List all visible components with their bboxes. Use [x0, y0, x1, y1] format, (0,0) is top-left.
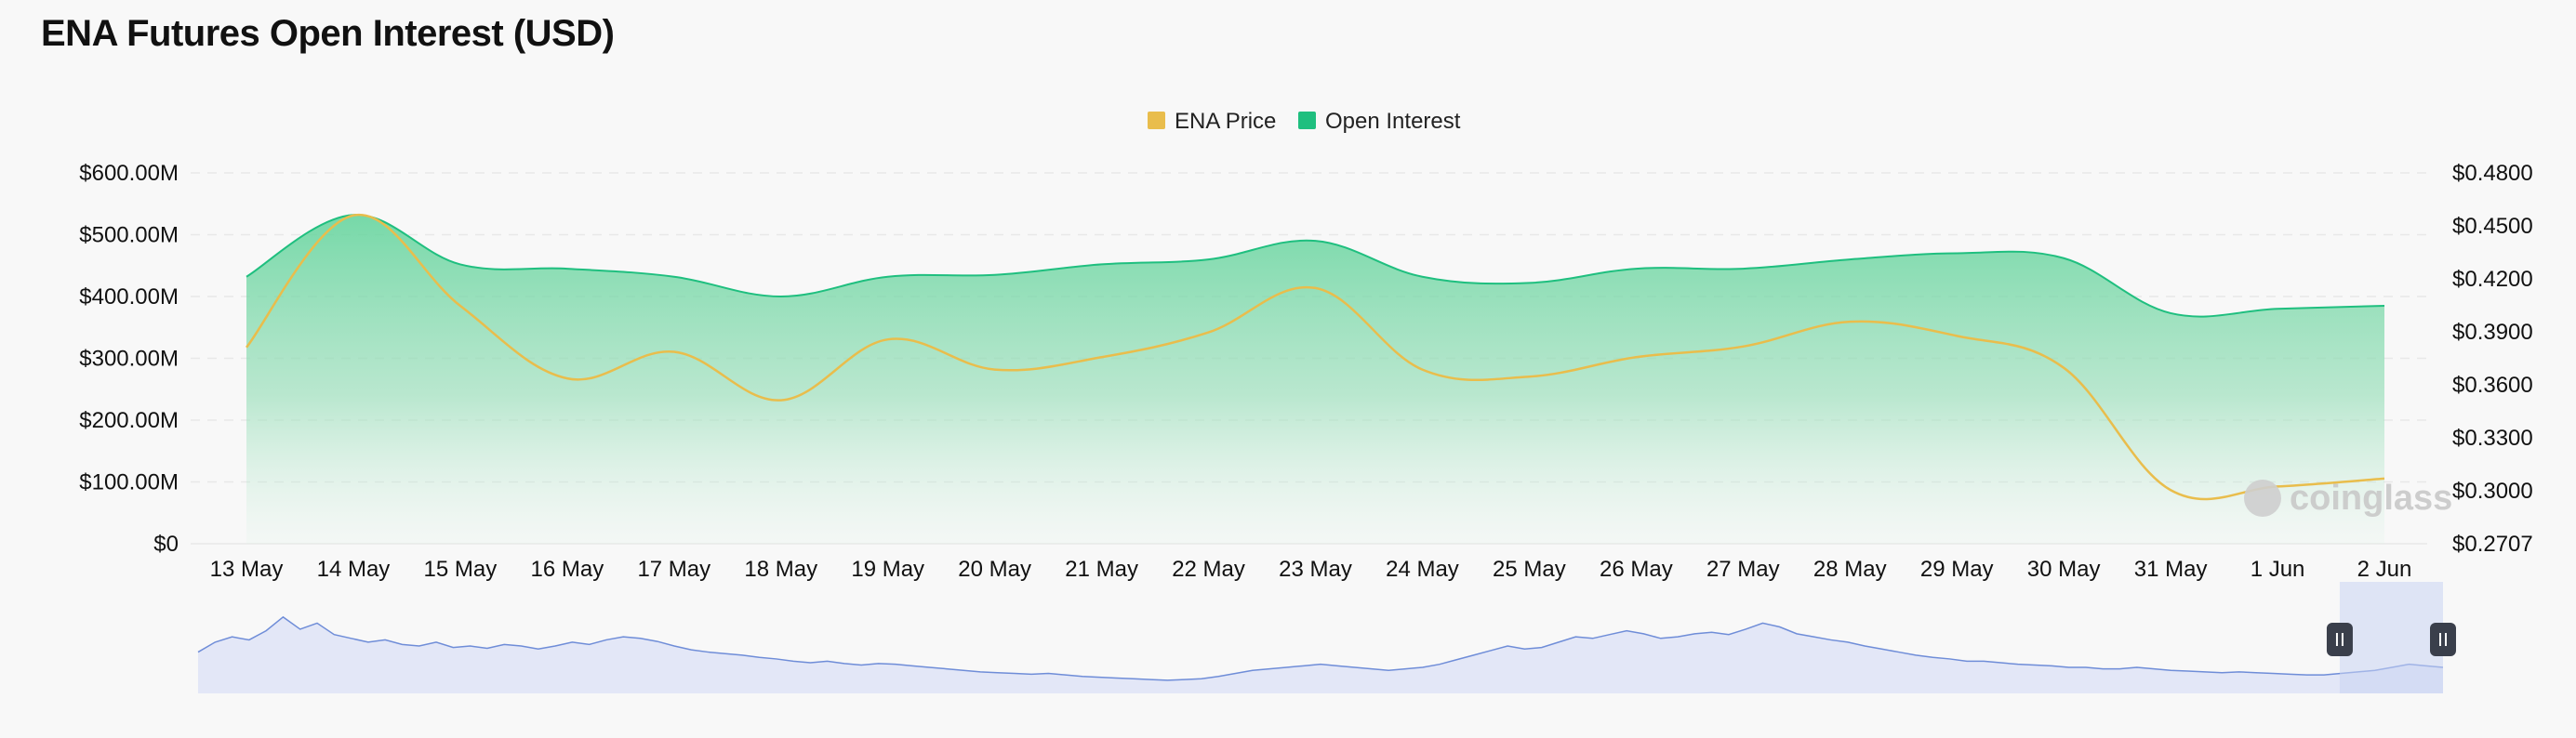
- navigator-handle-right[interactable]: [2430, 623, 2456, 656]
- legend-label-price: ENA Price: [1175, 109, 1276, 134]
- y-axis-left: $0 $100.00M $200.00M $300.00M $400.00M $500.0…: [79, 161, 179, 557]
- y-left-tick-label: $400.00M: [79, 284, 179, 310]
- watermark-text: coinglass: [2290, 479, 2452, 518]
- series-group: [246, 213, 2385, 544]
- x-tick-label: 24 May: [1386, 557, 1459, 582]
- y-right-tick-label: $0.3300: [2452, 426, 2533, 451]
- x-tick-label: 19 May: [851, 557, 924, 582]
- x-tick-label: 30 May: [2027, 557, 2101, 582]
- x-tick-label: 13 May: [210, 557, 284, 582]
- y-right-tick-label: $0.2707: [2452, 532, 2533, 557]
- y-left-tick-label: $0: [153, 532, 179, 557]
- y-left-tick-label: $200.00M: [79, 408, 179, 433]
- chart-title: ENA Futures Open Interest (USD): [41, 13, 615, 54]
- y-right-tick-label: $0.3000: [2452, 479, 2533, 504]
- x-tick-label: 20 May: [958, 557, 1031, 582]
- y-left-tick-label: $100.00M: [79, 470, 179, 495]
- drag-handle-icon[interactable]: [2430, 623, 2456, 656]
- legend-label-oi: Open Interest: [1325, 109, 1461, 134]
- legend-swatch-price: [1148, 112, 1165, 129]
- coinglass-logo-icon: [2244, 480, 2281, 517]
- x-tick-label: 25 May: [1493, 557, 1566, 582]
- x-tick-label: 21 May: [1065, 557, 1138, 582]
- x-tick-label: 18 May: [744, 557, 817, 582]
- x-tick-label: 1 Jun: [2251, 557, 2305, 582]
- y-left-tick-label: $500.00M: [79, 223, 179, 248]
- y-right-tick-label: $0.4200: [2452, 267, 2533, 292]
- x-tick-label: 17 May: [637, 557, 710, 582]
- x-tick-label: 27 May: [1706, 557, 1780, 582]
- x-tick-label: 28 May: [1813, 557, 1887, 582]
- x-tick-label: 14 May: [317, 557, 391, 582]
- navigator-handle-left[interactable]: [2326, 623, 2353, 656]
- x-tick-label: 2 Jun: [2357, 557, 2412, 582]
- y-left-tick-label: $300.00M: [79, 347, 179, 372]
- legend-swatch-oi: [1298, 112, 1316, 129]
- navigator-area: [198, 616, 2443, 693]
- navigator[interactable]: [197, 582, 2456, 693]
- open-interest-line: [246, 214, 2385, 318]
- y-right-tick-label: $0.3900: [2452, 320, 2533, 345]
- x-tick-label: 15 May: [424, 557, 498, 582]
- x-tick-label: 23 May: [1279, 557, 1352, 582]
- x-tick-label: 29 May: [1920, 557, 1994, 582]
- legend[interactable]: ENA Price Open Interest: [1148, 109, 1461, 134]
- x-tick-label: 31 May: [2134, 557, 2208, 582]
- x-tick-label: 26 May: [1600, 557, 1673, 582]
- x-tick-label: 16 May: [530, 557, 604, 582]
- x-axis: 13 May 14 May 15 May 16 May 17 May 18 May 19 M…: [210, 557, 2412, 582]
- y-right-tick-label: $0.4500: [2452, 214, 2533, 239]
- y-right-tick-label: $0.4800: [2452, 161, 2533, 186]
- ena-price-line: [246, 213, 2385, 501]
- x-tick-label: 22 May: [1172, 557, 1245, 582]
- y-right-tick-label: $0.3600: [2452, 373, 2533, 398]
- y-axis-right: $0.2707 $0.3000 $0.3300 $0.3600 $0.3900 $0.42…: [2452, 161, 2533, 557]
- navigator-selection[interactable]: [2339, 582, 2443, 693]
- coinglass-watermark: coinglass: [2244, 479, 2452, 518]
- navigator-line: [197, 615, 2444, 681]
- drag-handle-icon[interactable]: [2326, 623, 2353, 656]
- y-left-tick-label: $600.00M: [79, 161, 179, 186]
